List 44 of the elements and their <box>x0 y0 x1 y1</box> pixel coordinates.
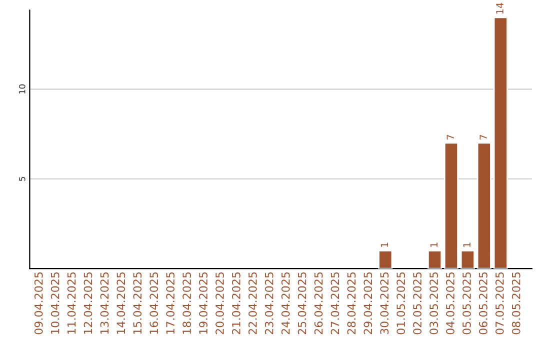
x-tick-label: 19.04.2025 <box>199 272 208 334</box>
x-tick-label: 12.04.2025 <box>84 272 92 334</box>
x-tick-label: 22.04.2025 <box>248 272 257 334</box>
data-label: 14 <box>496 2 504 14</box>
bar <box>444 142 458 269</box>
bar <box>427 250 442 269</box>
x-tick-label: 06.05.2025 <box>478 272 488 334</box>
x-tick-label: 11.04.2025 <box>67 272 76 334</box>
x-tick-label: 17.04.2025 <box>166 272 175 334</box>
x-tick-label: 30.04.2025 <box>380 272 389 334</box>
x-tick-label: 25.04.2025 <box>298 272 306 334</box>
x-tick-label: 02.05.2025 <box>413 272 422 334</box>
x-tick-label: 16.04.2025 <box>150 272 158 334</box>
x-tick-label: 01.05.2025 <box>396 272 406 334</box>
data-label: 1 <box>380 242 388 247</box>
data-label: 7 <box>480 134 487 140</box>
x-tick-label: 07.05.2025 <box>495 272 504 334</box>
bar <box>493 16 508 269</box>
data-label: 7 <box>446 134 454 140</box>
x-tick-label: 04.05.2025 <box>446 272 454 334</box>
x-tick-label: 20.04.2025 <box>216 272 224 334</box>
x-tick-label: 28.04.2025 <box>347 272 356 334</box>
data-label: 1 <box>463 242 470 247</box>
data-label: 1 <box>430 242 438 247</box>
y-tick-label: 10 <box>19 84 26 94</box>
x-tick-label: 13.04.2025 <box>100 272 109 334</box>
bar <box>476 142 492 269</box>
x-tick-label: 08.05.2025 <box>512 272 520 334</box>
x-tick-label: 14.04.2025 <box>116 272 126 334</box>
x-tick-label: 29.04.2025 <box>364 272 372 334</box>
bar <box>460 250 475 269</box>
x-tick-label: 24.04.2025 <box>281 272 290 334</box>
x-tick-label: 21.04.2025 <box>232 272 240 334</box>
x-tick-label: 10.04.2025 <box>50 272 60 334</box>
x-tick-label: 03.05.2025 <box>430 272 438 334</box>
x-tick-label: 23.04.2025 <box>264 272 274 334</box>
y-tick-label: 5 <box>19 176 26 181</box>
x-tick-label: 09.04.2025 <box>34 272 43 334</box>
bar <box>378 250 393 269</box>
x-tick-label: 18.04.2025 <box>182 272 191 334</box>
x-tick-label: 15.04.2025 <box>133 272 142 334</box>
x-tick-label: 05.05.2025 <box>462 272 471 334</box>
x-tick-label: 27.04.2025 <box>330 272 340 334</box>
x-tick-label: 26.04.2025 <box>314 272 323 334</box>
